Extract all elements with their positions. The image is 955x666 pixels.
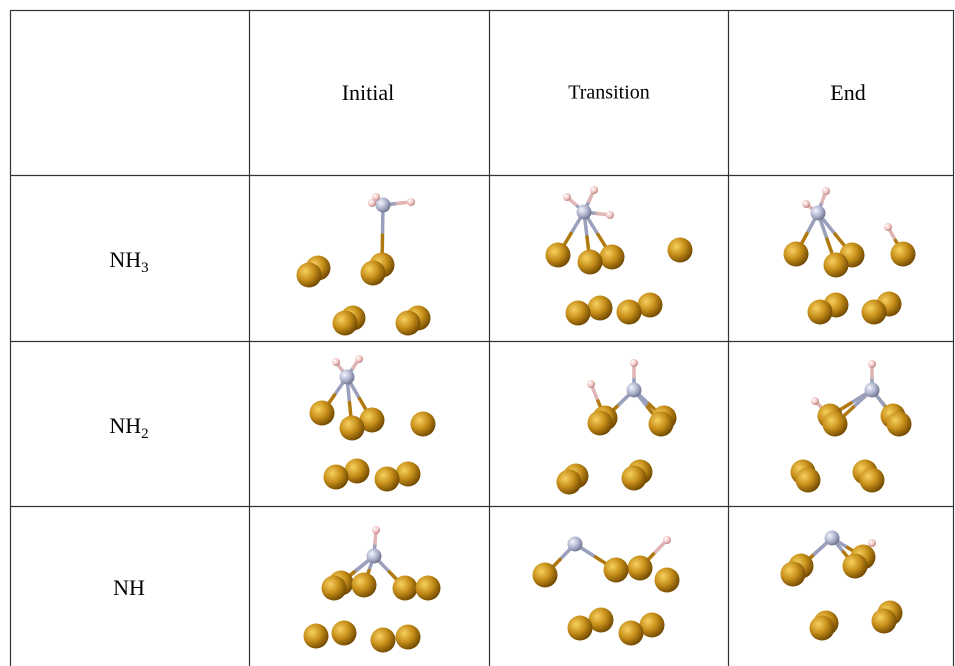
gold-atom [331,620,357,646]
gold-atom [410,411,436,437]
nitrogen-atom [626,382,642,398]
gold-atom [654,567,680,593]
gold-atom [395,624,421,650]
gold-atom [323,464,349,490]
hydrogen-atom [663,536,671,544]
gold-atom [637,292,663,318]
gold-atom [395,461,421,487]
gold-atom [587,410,613,436]
nitrogen-atom [366,548,382,564]
gold-atom [859,467,885,493]
hydrogen-atom [802,200,810,208]
gold-atom [344,458,370,484]
hydrogen-atom [811,397,819,405]
nitrogen-atom [576,204,592,220]
gold-atom [567,615,593,641]
hydrogen-atom [606,211,614,219]
hydrogen-atom [372,526,380,534]
gold-atom [359,407,385,433]
column-header: Transition [568,81,650,104]
gold-atom [332,310,358,336]
hydrogen-atom [884,223,892,231]
column-header: Initial [341,80,395,105]
nitrogen-atom [864,382,880,398]
grid [9,9,955,666]
gold-atom [370,627,396,653]
gold-atom [587,295,613,321]
gold-atom [395,310,421,336]
hydrogen-atom [368,199,376,207]
gold-atom [842,553,868,579]
row-label: NH3 [109,247,149,276]
hydrogen-atom [407,198,415,206]
gold-atom [871,608,897,634]
hydrogen-atom [868,360,876,368]
gold-atom [886,411,912,437]
row-label: NH2 [109,413,149,442]
gold-atom [565,300,591,326]
gold-atom [648,411,674,437]
gold-atom [639,612,665,638]
nitrogen-atom [339,369,355,385]
gold-atom [392,575,418,601]
hydrogen-atom [332,358,340,366]
gold-atom [823,252,849,278]
gold-atom [351,572,377,598]
hydrogen-atom [590,186,598,194]
gold-atom [603,557,629,583]
gold-atom [783,241,809,267]
gold-atom [588,607,614,633]
row-label: NH [113,575,145,600]
nitrogen-atom [375,197,391,213]
gold-atom [577,249,603,275]
gold-atom [321,575,347,601]
gold-atom [822,411,848,437]
gold-atom [545,242,571,268]
gold-atom [303,623,329,649]
gold-atom [556,469,582,495]
gold-atom [374,466,400,492]
nitrogen-atom [810,205,826,221]
gold-atom [360,260,386,286]
gold-atom [861,299,887,325]
gold-atom [339,415,365,441]
hydrogen-atom [372,193,380,201]
gold-atom [627,555,653,581]
gold-atom [807,299,833,325]
hydrogen-atom [355,355,363,363]
hydrogen-atom [563,193,571,201]
gold-atom [532,562,558,588]
gold-atom [415,575,441,601]
gold-atom [809,615,835,641]
gold-atom [795,467,821,493]
gold-atom [667,237,693,263]
gold-atom [309,400,335,426]
gold-atom [618,620,644,646]
nitrogen-atom [824,530,840,546]
gold-atom [890,241,916,267]
gold-atom [780,561,806,587]
hydrogen-atom [822,187,830,195]
nitrogen-atom [567,536,583,552]
gold-atom [621,465,647,491]
hydrogen-atom [587,380,595,388]
gold-atom [599,244,625,270]
column-header: End [830,80,866,105]
gold-atom [616,299,642,325]
hydrogen-atom [630,359,638,367]
gold-atom [296,262,322,288]
hydrogen-atom [868,539,876,547]
